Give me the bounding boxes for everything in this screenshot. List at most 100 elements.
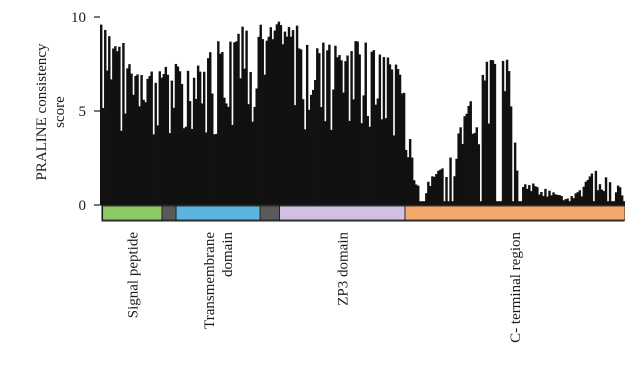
conservation-bar — [202, 71, 206, 205]
conservation-bar — [291, 30, 295, 205]
conservation-bar — [459, 127, 462, 205]
conservation-bar — [618, 187, 622, 205]
y-tick-label: 5 — [79, 104, 87, 120]
conservation-bar — [447, 201, 450, 205]
conservation-bar — [251, 121, 254, 205]
zp3-domain-segment — [279, 205, 406, 221]
conservation-bar — [120, 130, 123, 205]
conservation-bar — [227, 106, 230, 205]
bar-series — [100, 21, 625, 206]
conservation-bar — [247, 104, 250, 205]
conservation-bar — [283, 31, 287, 205]
conservation-bar — [207, 58, 210, 205]
conservation-bar — [616, 185, 620, 205]
conservation-bar — [338, 55, 341, 206]
conservation-bar — [463, 116, 466, 205]
conservation-bar — [326, 50, 329, 205]
conservation-bar — [469, 101, 472, 205]
conservation-bar — [614, 192, 618, 205]
conservation-bar — [622, 201, 625, 205]
conservation-bar — [598, 184, 602, 205]
conservation-bar — [152, 134, 155, 205]
conservation-bar — [580, 196, 583, 205]
conservation-bar — [209, 52, 212, 206]
conservation-bar — [188, 101, 192, 205]
conservation-bar — [273, 30, 277, 206]
signal-peptide-label: Signal peptide — [125, 232, 141, 319]
conservation-bar — [550, 195, 553, 205]
conservation-bar — [215, 133, 218, 205]
y-tick-label: 0 — [79, 198, 87, 214]
conservation-bar — [164, 66, 168, 205]
conservation-bar — [303, 129, 307, 205]
conservation-bar — [223, 97, 226, 205]
conservation-bar — [334, 45, 337, 206]
conservation-bar — [437, 170, 440, 205]
y-axis-title: PRALINE consistency score — [34, 43, 68, 181]
conservation-bar — [354, 41, 357, 206]
conservation-bar — [495, 201, 499, 205]
conservation-bar — [267, 36, 271, 205]
conservation-bar — [467, 105, 470, 205]
conservation-bar — [144, 102, 147, 205]
conservation-bar — [358, 54, 361, 206]
conservation-bar — [542, 195, 545, 205]
conservation-bar — [344, 61, 347, 205]
conservation-bar — [505, 59, 509, 206]
conservation-bar — [281, 44, 285, 205]
conservation-bar — [271, 39, 275, 206]
conservation-bar — [253, 106, 256, 205]
conservation-bar — [372, 50, 376, 205]
conservation-bar — [366, 116, 369, 205]
domain-track — [101, 204, 625, 222]
conservation-bar — [265, 40, 268, 205]
conservation-bar — [196, 65, 200, 205]
conservation-bar — [564, 199, 567, 205]
conservation-bar — [398, 74, 402, 205]
conservation-bar — [146, 78, 149, 205]
conservation-bar — [435, 174, 438, 205]
conservation-bar — [346, 55, 349, 206]
conservation-bar — [582, 186, 586, 205]
conservation-bar — [449, 157, 452, 205]
conservation-bar — [396, 69, 400, 205]
y-tick-label: 10 — [71, 10, 86, 26]
conservation-bar — [400, 93, 404, 205]
conservation-bar — [475, 127, 478, 205]
conservation-bar — [517, 201, 521, 205]
conservation-bar — [289, 36, 293, 205]
conservation-bar — [443, 201, 446, 205]
conservation-bar — [592, 201, 596, 205]
conservation-bar — [221, 52, 224, 206]
linker-1-segment — [161, 205, 177, 221]
conservation-bar — [487, 123, 491, 205]
conservation-bar — [578, 190, 581, 205]
conservation-bar — [604, 177, 608, 205]
conservation-bar — [134, 75, 137, 206]
conservation-bar — [336, 57, 339, 205]
conservation-bar — [364, 42, 367, 205]
conservation-bar — [520, 201, 523, 205]
conservation-bar — [160, 77, 163, 205]
conservation-bar — [576, 192, 579, 205]
conservation-bar — [322, 42, 325, 206]
y-axis-title-line-2: score — [52, 96, 68, 128]
conservation-bar — [140, 75, 143, 206]
conservation-bar — [176, 66, 180, 206]
conservation-bar — [421, 201, 424, 205]
conservation-bar — [316, 48, 319, 205]
conservation-bar — [122, 43, 125, 205]
conservation-bar — [168, 133, 172, 205]
conservation-bar — [305, 44, 309, 205]
conservation-bar — [451, 201, 454, 205]
conservation-bar — [382, 57, 386, 206]
conservation-bar — [205, 132, 208, 205]
conservation-bar — [419, 201, 422, 205]
conservation-bar — [352, 99, 355, 205]
conservation-bar — [455, 158, 458, 205]
transmembrane-domain-segment — [175, 205, 261, 221]
conservation-bar — [295, 25, 299, 205]
conservation-bar — [544, 188, 547, 205]
conservation-bar — [417, 185, 420, 205]
conservation-bar — [190, 128, 194, 205]
